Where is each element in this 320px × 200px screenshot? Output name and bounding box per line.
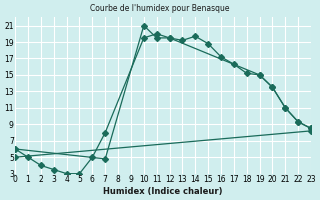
- Text: Courbe de l'humidex pour Benasque: Courbe de l'humidex pour Benasque: [90, 4, 230, 13]
- X-axis label: Humidex (Indice chaleur): Humidex (Indice chaleur): [103, 187, 223, 196]
